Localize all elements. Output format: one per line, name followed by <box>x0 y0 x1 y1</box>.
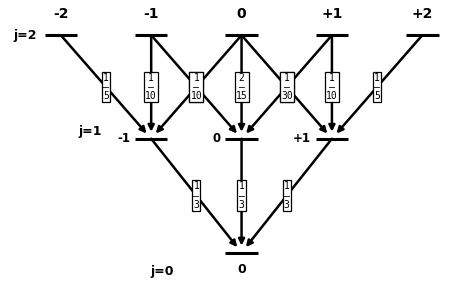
Text: 2
—
15: 2 — 15 <box>235 73 247 101</box>
Text: 1
—
10: 1 — 10 <box>280 73 292 101</box>
Text: -2: -2 <box>53 7 68 21</box>
Text: -1: -1 <box>143 7 159 21</box>
Text: j=1: j=1 <box>78 125 101 138</box>
Text: 1
—
3: 1 — 3 <box>238 181 244 210</box>
Text: 1
—
30: 1 — 30 <box>280 73 292 101</box>
Text: -1: -1 <box>117 132 130 145</box>
Text: 1
—
3: 1 — 3 <box>283 181 289 210</box>
Text: 1
—
30: 1 — 30 <box>190 73 202 101</box>
Text: 0: 0 <box>212 132 220 145</box>
Text: 0: 0 <box>236 7 246 21</box>
Text: 1
—
5: 1 — 5 <box>374 73 379 101</box>
Text: 1
—
10: 1 — 10 <box>190 73 202 101</box>
Text: +1: +1 <box>293 132 310 145</box>
Text: 0: 0 <box>237 263 245 276</box>
Text: j=0: j=0 <box>150 265 173 278</box>
Text: +1: +1 <box>320 7 342 21</box>
Text: +2: +2 <box>411 7 432 21</box>
Text: j=2: j=2 <box>14 29 37 42</box>
Text: 1
—
5: 1 — 5 <box>103 73 109 101</box>
Text: 1
—
3: 1 — 3 <box>193 181 199 210</box>
Text: 1
—
10: 1 — 10 <box>325 73 337 101</box>
Text: 1
—
10: 1 — 10 <box>145 73 157 101</box>
